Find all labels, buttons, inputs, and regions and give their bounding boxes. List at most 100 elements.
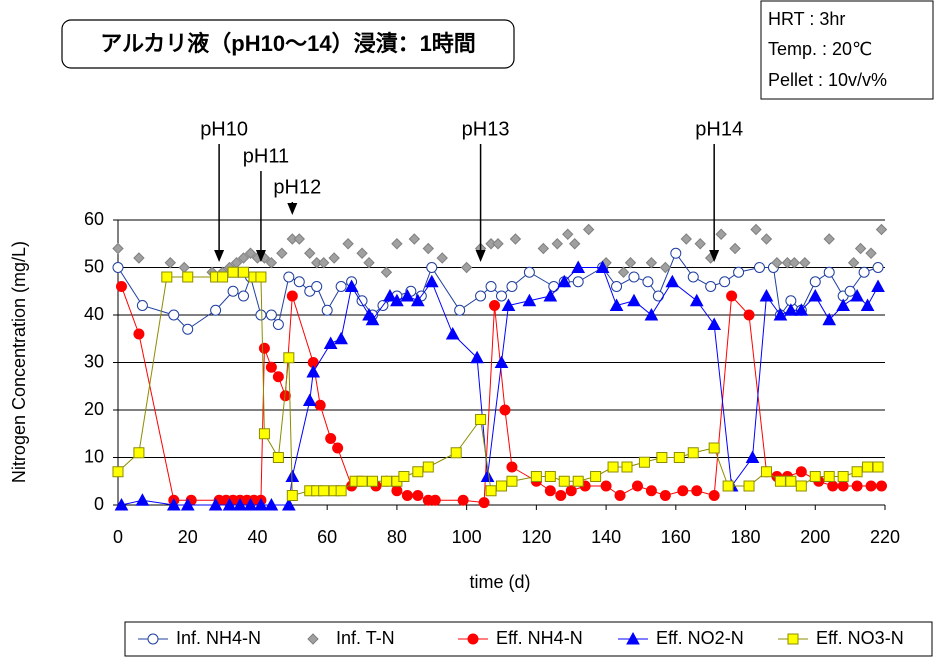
info-text: Pellet : 10v/v% xyxy=(768,70,887,90)
data-point xyxy=(258,428,270,440)
data-point xyxy=(133,447,145,459)
x-tick-label: 80 xyxy=(387,527,407,547)
data-point xyxy=(227,266,239,278)
data-point xyxy=(478,497,490,509)
data-point xyxy=(809,276,821,288)
data-point xyxy=(759,288,774,302)
data-point xyxy=(847,257,860,269)
data-point xyxy=(286,290,298,302)
data-point xyxy=(659,261,672,274)
data-point xyxy=(494,355,509,368)
legend-label: Eff. NO3-N xyxy=(816,628,904,648)
data-point xyxy=(617,266,630,278)
data-point xyxy=(272,319,284,330)
data-point xyxy=(133,252,145,264)
y-tick-label: 60 xyxy=(84,209,104,229)
data-point xyxy=(645,257,658,269)
data-point xyxy=(335,281,347,292)
data-point xyxy=(112,242,124,255)
data-point xyxy=(544,485,556,497)
data-point xyxy=(390,293,404,307)
annotation-arrowhead xyxy=(287,203,298,215)
data-point xyxy=(317,257,330,269)
data-point xyxy=(112,262,124,273)
legend-label: Eff. NO2-N xyxy=(656,628,744,648)
x-tick-label: 220 xyxy=(870,527,900,547)
data-point xyxy=(506,281,518,292)
data-point xyxy=(680,233,692,245)
data-point xyxy=(522,293,537,307)
data-point xyxy=(795,466,807,478)
x-tick-label: 40 xyxy=(247,527,267,547)
data-point xyxy=(166,497,181,511)
data-point xyxy=(475,414,487,425)
data-point xyxy=(272,452,284,463)
data-point xyxy=(424,274,439,288)
data-point xyxy=(426,262,438,273)
data-point xyxy=(621,461,633,473)
x-tick-label: 160 xyxy=(661,527,691,547)
data-point xyxy=(530,471,542,482)
data-point xyxy=(485,485,497,497)
data-point xyxy=(496,480,507,492)
data-point xyxy=(182,271,194,283)
data-point xyxy=(457,494,469,506)
annotation-arrowhead xyxy=(475,250,486,262)
data-point xyxy=(876,480,888,492)
data-point xyxy=(844,285,856,297)
data-point xyxy=(705,281,717,292)
data-point xyxy=(328,252,340,264)
y-axis-label: Nitrogen Concentration (mg/L) xyxy=(9,241,29,483)
data-point xyxy=(614,490,626,501)
data-point xyxy=(865,247,877,259)
data-point xyxy=(729,242,741,255)
data-point xyxy=(489,300,501,311)
data-point xyxy=(644,307,659,321)
data-point xyxy=(450,447,462,459)
data-point xyxy=(286,490,298,501)
data-point xyxy=(694,238,706,250)
data-point xyxy=(638,456,650,468)
data-point xyxy=(272,371,284,383)
data-point xyxy=(506,475,518,487)
legend-label: Inf. NH4-N xyxy=(176,628,261,648)
data-point xyxy=(544,471,556,482)
data-point xyxy=(687,447,699,459)
data-point xyxy=(408,233,421,245)
data-point xyxy=(572,475,584,487)
data-point xyxy=(823,233,835,245)
data-point xyxy=(551,238,563,250)
data-point xyxy=(412,466,424,478)
data-point xyxy=(380,475,392,487)
annotation: pH12 xyxy=(273,176,321,198)
x-tick-label: 120 xyxy=(521,527,551,547)
data-point xyxy=(726,290,738,302)
data-point xyxy=(836,298,851,311)
y-tick-label: 40 xyxy=(84,304,104,324)
data-point xyxy=(496,290,507,302)
data-point xyxy=(708,490,720,501)
data-point xyxy=(600,480,612,492)
data-point xyxy=(628,271,640,283)
data-point xyxy=(854,242,867,255)
title-box xyxy=(61,19,515,69)
data-point xyxy=(774,475,786,487)
data-point xyxy=(708,442,720,454)
data-point xyxy=(809,471,821,482)
data-point xyxy=(265,309,277,321)
y-tick-label: 30 xyxy=(84,351,104,371)
data-point xyxy=(182,323,194,335)
legend-marker xyxy=(467,633,479,645)
data-point xyxy=(264,497,279,511)
data-point xyxy=(865,480,877,492)
data-point xyxy=(707,317,722,330)
data-point xyxy=(344,279,359,292)
data-point xyxy=(827,480,839,492)
data-point xyxy=(745,450,760,463)
data-point xyxy=(422,242,434,255)
data-point xyxy=(265,361,277,373)
data-point xyxy=(659,490,671,501)
data-point xyxy=(822,312,837,326)
data-point xyxy=(719,276,731,288)
data-point xyxy=(537,242,550,255)
